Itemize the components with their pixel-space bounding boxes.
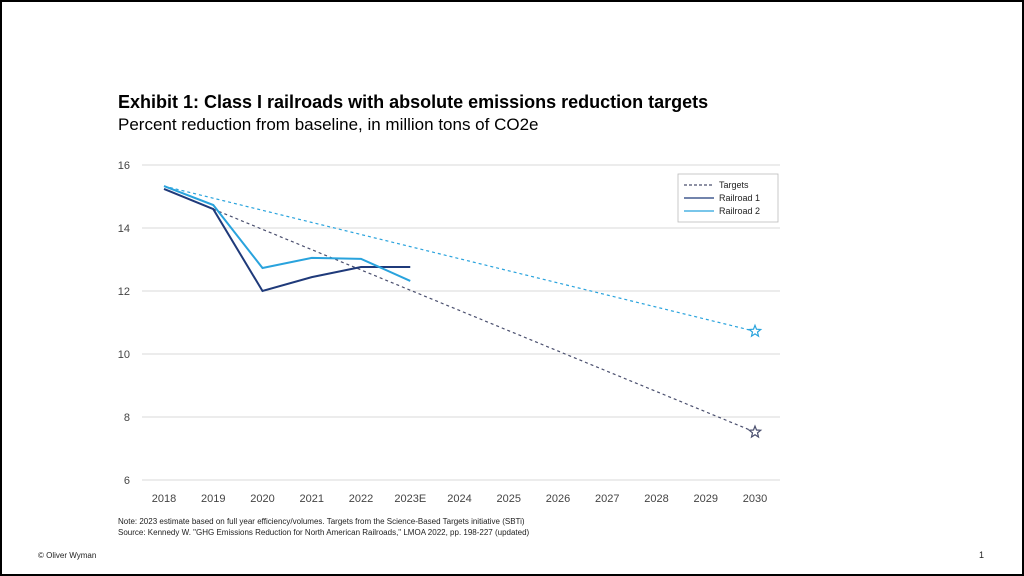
target-line <box>163 185 756 332</box>
legend-label: Targets <box>719 180 749 190</box>
legend-label: Railroad 2 <box>719 206 760 216</box>
series-line-railroad-1 <box>163 188 411 293</box>
x-tick-label: 2023E <box>394 493 426 505</box>
line-chart: 6 8 10 12 14 16 2018 2019 2020 2021 2022 2023E 2024 2… <box>118 160 780 505</box>
x-tick-label: 2028 <box>644 493 668 505</box>
legend-label: Railroad 1 <box>719 193 760 203</box>
x-tick-label: 2027 <box>595 493 619 505</box>
x-tick-label: 2022 <box>349 493 373 505</box>
x-tick-label: 2026 <box>546 493 570 505</box>
chart-subtitle: Percent reduction from baseline, in mill… <box>118 115 539 134</box>
x-tick-label: 2024 <box>447 493 471 505</box>
y-tick-label: 16 <box>118 160 130 172</box>
y-tick-label: 10 <box>118 349 130 361</box>
x-tick-label: 2030 <box>743 493 767 505</box>
y-tick-label: 14 <box>118 223 130 235</box>
x-tick-label: 2019 <box>201 493 225 505</box>
target-line <box>213 208 756 433</box>
target-star-marker <box>747 424 763 439</box>
x-tick-label: 2029 <box>694 493 718 505</box>
series-line-railroad-2 <box>163 185 411 282</box>
y-tick-label: 12 <box>118 286 130 298</box>
y-tick-label: 8 <box>124 412 130 424</box>
target-star-marker <box>747 323 763 338</box>
chart-note: Note: 2023 estimate based on full year e… <box>118 517 525 526</box>
page-number: 1 <box>978 550 984 560</box>
x-tick-label: 2021 <box>300 493 324 505</box>
copyright: © Oliver Wyman <box>38 551 97 560</box>
x-tick-label: 2018 <box>152 493 176 505</box>
chart-title: Exhibit 1: Class I railroads with absolu… <box>118 92 709 112</box>
y-tick-label: 6 <box>124 475 130 487</box>
x-tick-label: 2025 <box>497 493 521 505</box>
x-tick-label: 2020 <box>250 493 274 505</box>
chart-source: Source: Kennedy W. "GHG Emissions Reduct… <box>118 528 530 537</box>
